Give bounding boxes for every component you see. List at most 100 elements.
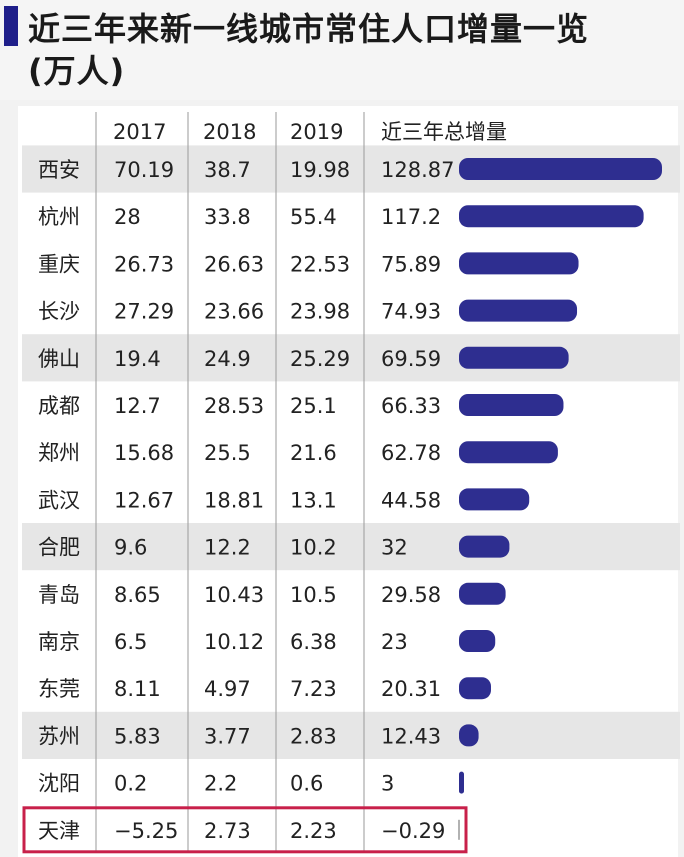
cell-2019: 7.23 xyxy=(290,677,337,701)
row-city-label: 重庆 xyxy=(38,252,80,276)
cell-2017: 8.11 xyxy=(114,677,161,701)
column-header: 2018 xyxy=(203,120,256,144)
total-bar xyxy=(459,441,558,464)
total-bar xyxy=(459,630,496,652)
cell-2019: 19.98 xyxy=(290,158,350,182)
cell-2017: 19.4 xyxy=(114,347,161,371)
cell-2019: 10.2 xyxy=(290,536,337,560)
cell-2018: 28.53 xyxy=(204,394,264,418)
cell-2017: 27.29 xyxy=(114,300,174,324)
cell-2019: 10.5 xyxy=(290,583,337,607)
title-area: 近三年来新一线城市常住人口增量一览 (万人) xyxy=(0,0,684,100)
total-bar xyxy=(459,346,569,369)
cell-2019: 22.53 xyxy=(290,252,350,276)
total-bar xyxy=(459,488,530,511)
cell-total: 117.2 xyxy=(381,205,441,229)
row-city-label: 杭州 xyxy=(38,205,80,229)
cell-2017: 12.7 xyxy=(114,394,161,418)
cell-total: 29.58 xyxy=(381,583,441,607)
chart-title: 近三年来新一线城市常住人口增量一览 xyxy=(28,10,590,48)
total-bar xyxy=(459,724,479,747)
cell-2018: 2.73 xyxy=(204,819,251,843)
cell-2018: 24.9 xyxy=(204,347,251,371)
highlight-box xyxy=(22,806,468,854)
cell-total: 75.89 xyxy=(381,252,441,276)
cell-2019: 25.29 xyxy=(290,347,350,371)
cell-2017: 12.67 xyxy=(114,488,174,512)
cell-total: 20.31 xyxy=(381,677,441,701)
cell-total: 128.87 xyxy=(381,158,454,182)
cell-2017: 5.83 xyxy=(114,724,161,748)
row-city-label: 沈阳 xyxy=(38,772,80,796)
cell-2019: 13.1 xyxy=(290,488,337,512)
shaded-row-bg xyxy=(22,523,680,571)
cell-2018: 33.8 xyxy=(204,205,251,229)
cell-total: 66.33 xyxy=(381,394,441,418)
cell-2019: 2.23 xyxy=(290,819,337,843)
cell-2019: 23.98 xyxy=(290,300,350,324)
cell-total: 44.58 xyxy=(381,488,441,512)
column-header: 2017 xyxy=(113,120,166,144)
row-city-label: 合肥 xyxy=(38,536,80,560)
cell-2018: 38.7 xyxy=(204,158,251,182)
cell-2018: 3.77 xyxy=(204,724,251,748)
cell-2019: 21.6 xyxy=(290,441,337,465)
cell-2017: 15.68 xyxy=(114,441,174,465)
cell-2017: 26.73 xyxy=(114,252,174,276)
cell-total: 3 xyxy=(381,772,394,796)
chart-unit: (万人) xyxy=(28,52,126,90)
total-bar xyxy=(459,582,506,605)
column-header: 近三年总增量 xyxy=(381,120,507,144)
row-city-label: 南京 xyxy=(38,630,80,654)
cell-2017: 0.2 xyxy=(114,772,147,796)
cell-2019: 25.1 xyxy=(290,394,337,418)
total-bar xyxy=(459,299,578,322)
cell-2019: 55.4 xyxy=(290,205,337,229)
cell-total: 62.78 xyxy=(381,441,441,465)
cell-2019: 6.38 xyxy=(290,630,337,654)
cell-total: 12.43 xyxy=(381,724,441,748)
total-bar xyxy=(459,394,564,416)
row-city-label: 东莞 xyxy=(38,677,80,701)
cell-total: −0.29 xyxy=(381,819,445,843)
cell-2019: 0.6 xyxy=(290,772,323,796)
cell-total: 32 xyxy=(381,536,408,560)
total-bar xyxy=(459,771,464,794)
row-city-label: 成都 xyxy=(38,394,80,418)
row-city-label: 武汉 xyxy=(38,488,80,512)
cell-2019: 2.83 xyxy=(290,724,337,748)
cell-2018: 26.63 xyxy=(204,252,264,276)
cell-2017: 8.65 xyxy=(114,583,161,607)
cell-2017: 9.6 xyxy=(114,536,147,560)
cell-total: 74.93 xyxy=(381,300,441,324)
cell-2017: −5.25 xyxy=(114,819,178,843)
total-bar xyxy=(459,677,491,700)
column-header: 2019 xyxy=(290,120,343,144)
cell-2018: 23.66 xyxy=(204,300,264,324)
row-city-label: 长沙 xyxy=(38,300,80,324)
row-city-label: 佛山 xyxy=(38,347,80,371)
row-city-label: 苏州 xyxy=(38,724,80,748)
cell-2018: 25.5 xyxy=(204,441,251,465)
row-city-label: 郑州 xyxy=(38,441,80,465)
cell-2017: 6.5 xyxy=(114,630,147,654)
cell-2018: 4.97 xyxy=(204,677,251,701)
row-city-label: 西安 xyxy=(38,158,80,182)
cell-2017: 28 xyxy=(114,205,141,229)
shaded-row-bg xyxy=(22,711,680,759)
title-accent-bar xyxy=(4,6,18,46)
cell-2017: 70.19 xyxy=(114,158,174,182)
row-city-label: 青岛 xyxy=(38,583,80,607)
cell-2018: 18.81 xyxy=(204,488,264,512)
cell-total: 69.59 xyxy=(381,347,441,371)
row-city-label: 天津 xyxy=(38,819,80,843)
total-bar xyxy=(459,205,644,228)
cell-total: 23 xyxy=(381,630,408,654)
cell-2018: 10.43 xyxy=(204,583,264,607)
total-bar xyxy=(459,535,510,558)
cell-2018: 12.2 xyxy=(204,536,251,560)
cell-2018: 10.12 xyxy=(204,630,264,654)
shaded-row-bg xyxy=(22,334,680,382)
total-bar xyxy=(459,252,579,275)
